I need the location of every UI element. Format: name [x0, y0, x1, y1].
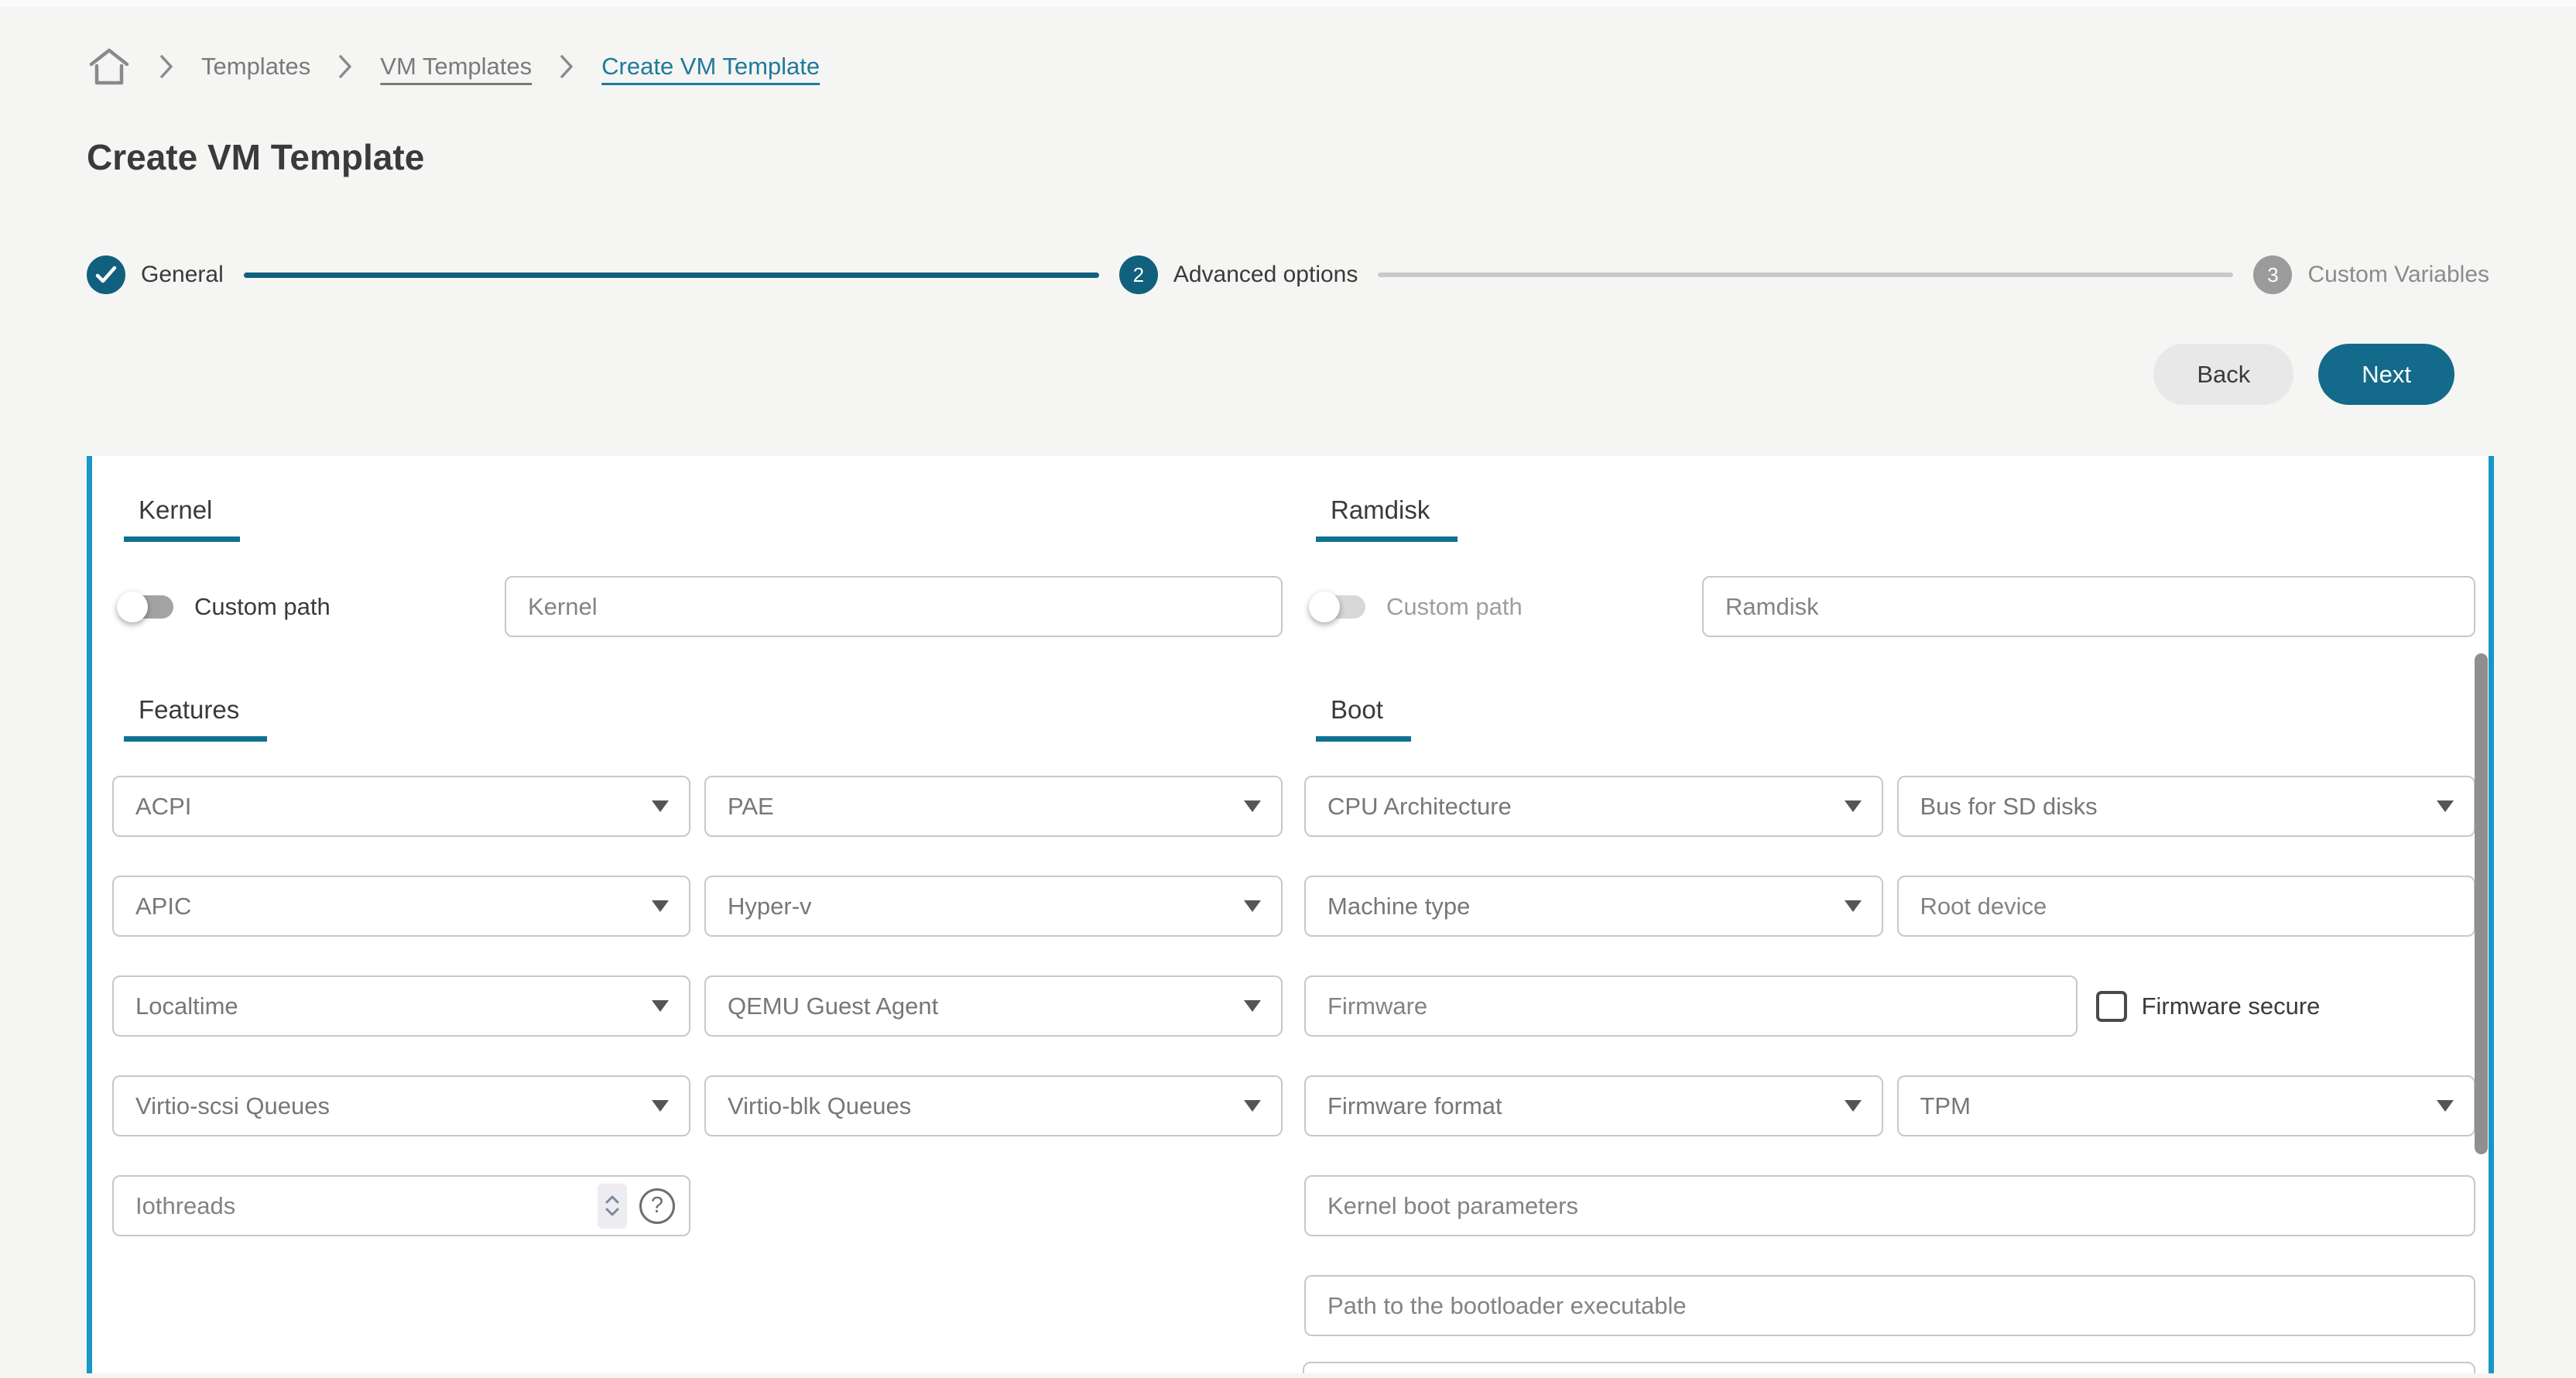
chevron-down-icon [1244, 1000, 1261, 1012]
page-title: Create VM Template [87, 137, 425, 177]
select-label: Virtio-scsi Queues [135, 1092, 330, 1119]
boot-grid: CPU Architecture Bus for SD disks Machin… [1304, 776, 2475, 1336]
step-custom-variables[interactable]: 3 Custom Variables [2253, 255, 2489, 294]
ramdisk-section-title: Ramdisk [1316, 495, 1458, 542]
step-label: Custom Variables [2307, 262, 2490, 287]
ramdisk-custom-path-row: Custom path [1304, 576, 2475, 637]
step-connector [1378, 273, 2234, 277]
kernel-custom-path-row: Custom path [112, 576, 1283, 637]
select-label: Hyper-v [728, 892, 812, 920]
step-complete-check-icon [87, 255, 125, 294]
select-label: APIC [135, 892, 192, 920]
iothreads-input[interactable] [114, 1177, 598, 1235]
kernel-custom-path-label: Custom path [194, 592, 331, 620]
chevron-right-icon [337, 53, 354, 80]
firmware-row: Firmware secure [1304, 975, 2475, 1037]
virtio-blk-queues-select[interactable]: Virtio-blk Queues [704, 1075, 1283, 1136]
back-button[interactable]: Back [2153, 344, 2294, 405]
wizard-actions: Back Next [87, 344, 2454, 405]
firmware-secure-label: Firmware secure [2141, 992, 2321, 1020]
firmware-format-select[interactable]: Firmware format [1304, 1075, 1883, 1136]
chevron-down-icon [652, 800, 669, 812]
step-label: Advanced options [1173, 262, 1358, 287]
breadcrumb-vm-templates[interactable]: VM Templates [380, 53, 533, 80]
ramdisk-input[interactable] [1702, 576, 2475, 637]
machine-type-select[interactable]: Machine type [1304, 876, 1883, 937]
step-number: 3 [2253, 255, 2293, 294]
chevron-down-icon [1844, 1100, 1862, 1112]
pae-select[interactable]: PAE [704, 776, 1283, 837]
root-device-input[interactable] [1896, 876, 2475, 937]
localtime-select[interactable]: Localtime [112, 975, 690, 1037]
partial-next-input[interactable] [1303, 1362, 2475, 1373]
acpi-select[interactable]: ACPI [112, 776, 690, 837]
iothreads-field: ? [112, 1175, 690, 1236]
toggle-knob [1309, 591, 1340, 622]
window-top-edge [0, 0, 2576, 6]
scrollbar-thumb[interactable] [2475, 653, 2488, 1154]
qemu-guest-agent-select[interactable]: QEMU Guest Agent [704, 975, 1283, 1037]
chevron-down-icon [1244, 900, 1261, 912]
select-label: Localtime [135, 992, 238, 1020]
select-label: Virtio-blk Queues [728, 1092, 912, 1119]
step-advanced-options[interactable]: 2 Advanced options [1118, 255, 1358, 294]
bus-for-sd-disks-select[interactable]: Bus for SD disks [1896, 776, 2475, 837]
chevron-down-icon [2437, 1100, 2454, 1112]
cpu-architecture-select[interactable]: CPU Architecture [1304, 776, 1883, 837]
select-label: QEMU Guest Agent [728, 992, 939, 1020]
next-button[interactable]: Next [2318, 344, 2454, 405]
select-label: Machine type [1327, 892, 1471, 920]
step-number: 2 [1118, 255, 1158, 294]
chevron-right-icon [558, 53, 575, 80]
chevron-down-icon [1844, 800, 1862, 812]
chevron-down-icon [2437, 800, 2454, 812]
kernel-section-title: Kernel [124, 495, 241, 542]
chevron-right-icon [158, 53, 175, 80]
help-icon[interactable]: ? [639, 1188, 675, 1224]
chevron-down-icon [1244, 1100, 1261, 1112]
firmware-input[interactable] [1304, 975, 2078, 1037]
features-grid: ACPI PAE APIC Hyper-v Localtime QEMU Gue… [112, 776, 1283, 1236]
toggle-knob [117, 591, 148, 622]
virtio-scsi-queues-select[interactable]: Virtio-scsi Queues [112, 1075, 690, 1136]
form-panel: Kernel Custom path Features ACPI PAE API… [87, 456, 2494, 1373]
breadcrumb-create-vm-template[interactable]: Create VM Template [601, 53, 820, 80]
select-label: ACPI [135, 792, 192, 820]
home-icon[interactable] [87, 45, 132, 88]
step-general[interactable]: General [87, 255, 224, 294]
kernel-custom-path-toggle[interactable] [117, 591, 173, 622]
kernel-input[interactable] [505, 576, 1283, 637]
step-connector [243, 272, 1099, 278]
chevron-down-icon [652, 1000, 669, 1012]
breadcrumb-templates[interactable]: Templates [201, 53, 311, 80]
select-label: PAE [728, 792, 774, 820]
select-label: Firmware format [1327, 1092, 1502, 1119]
features-section-title: Features [124, 695, 268, 742]
wizard-stepper: General 2 Advanced options 3 Custom Vari… [87, 255, 2489, 294]
chevron-down-icon [1844, 900, 1862, 912]
chevron-down-icon [652, 1100, 669, 1112]
bootloader-path-input[interactable] [1304, 1275, 2475, 1336]
chevron-down-icon [1244, 800, 1261, 812]
firmware-secure-checkbox[interactable] [2095, 990, 2127, 1022]
step-label: General [141, 262, 224, 287]
ramdisk-custom-path-toggle[interactable] [1309, 591, 1365, 622]
breadcrumb: Templates VM Templates Create VM Templat… [0, 6, 2576, 88]
select-label: Bus for SD disks [1920, 792, 2098, 820]
select-label: TPM [1920, 1092, 1971, 1119]
tpm-select[interactable]: TPM [1896, 1075, 2475, 1136]
select-label: CPU Architecture [1327, 792, 1512, 820]
apic-select[interactable]: APIC [112, 876, 690, 937]
kernel-boot-parameters-input[interactable] [1304, 1175, 2475, 1236]
chevron-down-icon [652, 900, 669, 912]
hyper-v-select[interactable]: Hyper-v [704, 876, 1283, 937]
ramdisk-custom-path-label: Custom path [1386, 592, 1523, 620]
right-column: Ramdisk Custom path Boot CPU Architectur… [1298, 456, 2489, 1336]
left-column: Kernel Custom path Features ACPI PAE API… [92, 456, 1283, 1336]
boot-section-title: Boot [1316, 695, 1411, 742]
number-stepper[interactable] [598, 1183, 627, 1229]
